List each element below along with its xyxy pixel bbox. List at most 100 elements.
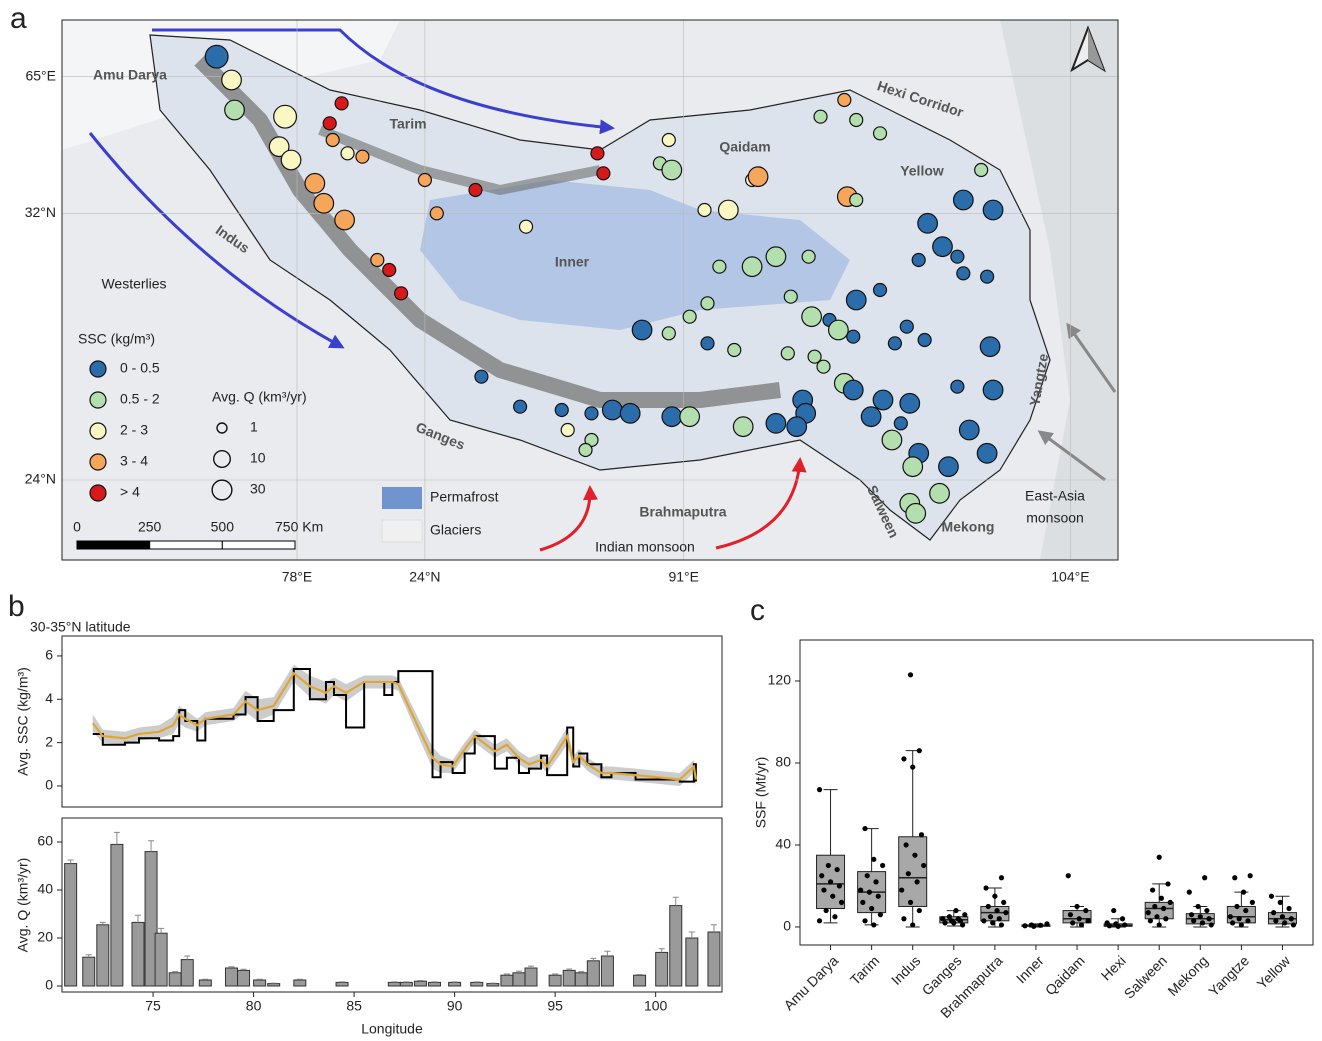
x-tick-label: Mekong [1164, 952, 1211, 999]
monsoon-label: East-Asia [1025, 488, 1085, 504]
bar [471, 982, 483, 986]
station [662, 407, 682, 427]
station [957, 267, 970, 280]
x-tick-label: Inner [1013, 952, 1047, 986]
data-point [1204, 908, 1209, 913]
data-point [983, 885, 988, 890]
data-point [871, 922, 876, 927]
station [900, 394, 920, 414]
station [728, 344, 741, 357]
station [951, 380, 964, 393]
x-tick-label: 80 [246, 998, 262, 1014]
station [930, 484, 950, 504]
data-point [819, 873, 824, 878]
data-point [1165, 881, 1170, 886]
data-point [1269, 894, 1274, 899]
station [356, 150, 369, 163]
data-point [1085, 918, 1090, 923]
data-point [901, 756, 906, 761]
station [597, 167, 610, 180]
region-label: Mekong [942, 519, 995, 535]
region-label: Tarim [389, 116, 426, 132]
station [698, 204, 711, 217]
data-point [876, 894, 881, 899]
station [662, 327, 675, 340]
data-point [1232, 875, 1237, 880]
data-point [1111, 908, 1116, 913]
station [326, 134, 339, 147]
station [585, 407, 598, 420]
region-label: Brahmaputra [639, 504, 726, 520]
figure: a78°E24°N91°E104°E65°E32°N24°NAmu DaryaT… [0, 0, 1322, 1041]
y-tick-label: 20 [37, 929, 53, 945]
scale-label: 750 Km [275, 519, 323, 535]
legend-title: SSC (kg/m³) [78, 331, 155, 347]
station [662, 134, 675, 147]
station [781, 347, 794, 360]
monsoon-label: Indian monsoon [595, 539, 695, 555]
data-point [817, 787, 822, 792]
station [850, 194, 863, 207]
bar [563, 970, 575, 986]
error-bar [158, 928, 164, 933]
bar [670, 906, 682, 986]
legend-swatch [90, 485, 106, 501]
bar [429, 982, 441, 986]
data-point [910, 764, 915, 769]
data-point [1239, 922, 1244, 927]
data-point [1150, 887, 1155, 892]
smooth-line [93, 673, 696, 779]
legend-swatch [90, 361, 106, 377]
x-tick-label: Salween [1121, 952, 1170, 1001]
x-tick-label: Amu Darya [780, 952, 841, 1013]
bar [97, 925, 109, 986]
data-point [1248, 873, 1253, 878]
bar [254, 980, 266, 986]
data-point [962, 912, 967, 917]
station [713, 260, 726, 273]
y-tick-label: 4 [45, 690, 53, 706]
station [418, 174, 431, 187]
legend-label: > 4 [120, 484, 140, 500]
legend-title: Avg. Q (km³/yr) [212, 389, 307, 405]
station [555, 404, 568, 417]
data-point [942, 920, 947, 925]
error-bar [659, 949, 665, 953]
data-point [1107, 923, 1112, 928]
data-point [1228, 914, 1233, 919]
station [838, 94, 851, 107]
y-tick-label: 80 [775, 754, 791, 770]
data-point [1159, 896, 1164, 901]
data-point [858, 887, 863, 892]
y-tick-label: 40 [775, 836, 791, 852]
data-point [1022, 923, 1027, 928]
station [802, 250, 815, 263]
data-point [912, 853, 917, 858]
bar [83, 957, 95, 986]
panel-letter: c [750, 594, 765, 627]
map-background [62, 20, 1118, 560]
data-point [1234, 904, 1239, 909]
data-point [865, 873, 870, 878]
data-point [1206, 916, 1211, 921]
data-point [990, 920, 995, 925]
legend-label: 1 [250, 419, 258, 435]
data-point [1068, 912, 1073, 917]
y-axis-label: SSF (Mt/yr) [753, 757, 769, 829]
westerlies-label: Westerlies [101, 276, 166, 292]
data-point [1157, 922, 1162, 927]
station [680, 407, 700, 427]
station [981, 270, 994, 283]
x-tick-label: 90 [447, 998, 463, 1014]
data-point [1031, 924, 1036, 929]
data-point [1146, 910, 1151, 915]
legend-label: 0.5 - 2 [120, 391, 160, 407]
bar [199, 980, 211, 986]
data-point [1195, 904, 1200, 909]
data-point [832, 914, 837, 919]
data-point [992, 894, 997, 899]
bar [501, 975, 513, 986]
panel-letter: b [8, 590, 25, 623]
station [335, 97, 348, 110]
bar [708, 932, 720, 986]
